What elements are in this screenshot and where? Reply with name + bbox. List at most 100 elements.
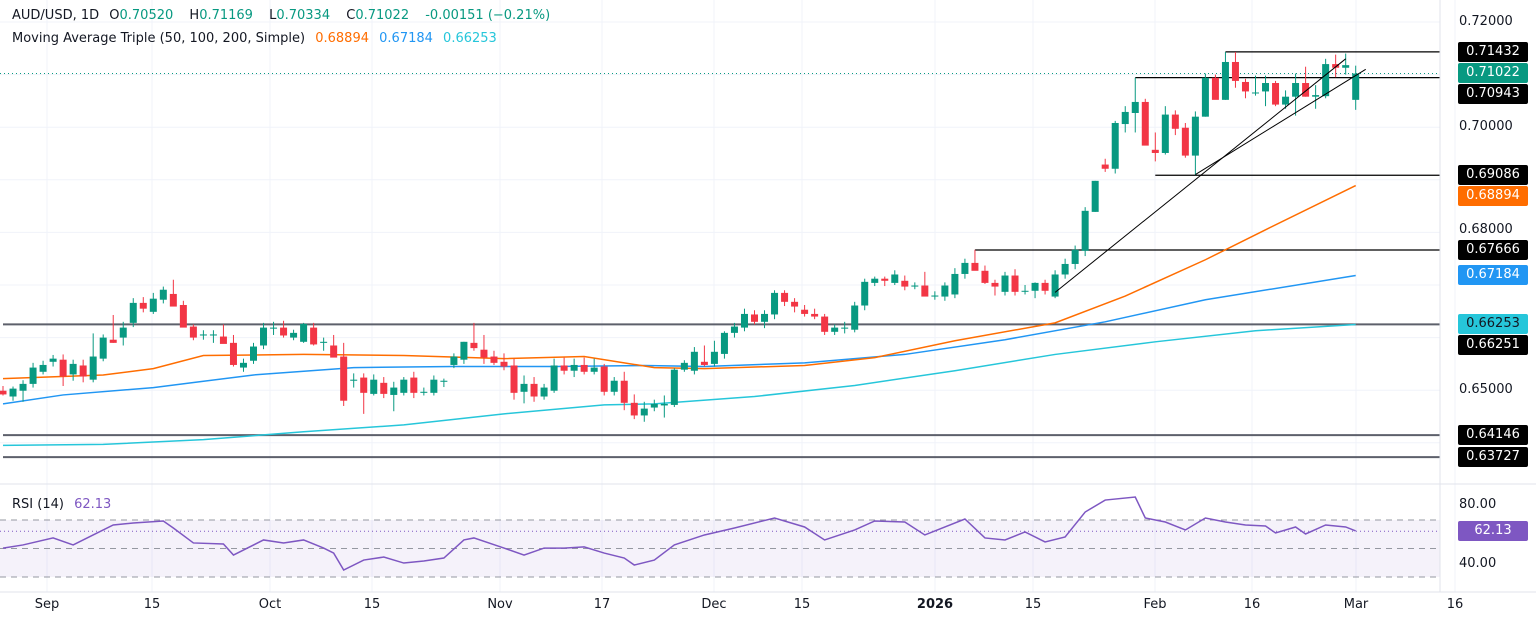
- low-label: L: [269, 8, 277, 23]
- high-value: 0.71169: [199, 8, 253, 23]
- candle-body: [460, 341, 468, 360]
- candle-body: [580, 364, 588, 372]
- candle-body: [831, 327, 839, 332]
- level-badge: 0.67666: [1458, 239, 1528, 260]
- candle-body: [610, 380, 618, 392]
- candle-body: [179, 304, 187, 328]
- candle-body: [881, 278, 889, 281]
- time-label: 15: [1024, 597, 1042, 612]
- level-badge: 0.70943: [1458, 84, 1528, 105]
- price-tick: 0.65000: [1459, 382, 1513, 397]
- rsi-tick: 80.00: [1459, 497, 1497, 512]
- time-label: 2026: [916, 597, 954, 612]
- candle-body: [1151, 149, 1159, 153]
- candle-body: [680, 362, 688, 370]
- last-price-badge: 0.71022: [1458, 63, 1528, 84]
- candle-body: [1121, 111, 1129, 125]
- candle-body: [420, 391, 428, 393]
- candle-body: [801, 309, 809, 314]
- candle-body: [189, 326, 197, 338]
- time-label: Feb: [1143, 597, 1167, 612]
- rsi-legend-title[interactable]: RSI (14): [12, 497, 64, 512]
- candle-body: [270, 327, 278, 329]
- candle-body: [1201, 77, 1209, 117]
- candle-body: [650, 403, 658, 408]
- candle-body: [450, 356, 458, 365]
- candle-body: [1221, 61, 1229, 100]
- candle-body: [630, 402, 638, 416]
- time-label: Dec: [701, 597, 727, 612]
- candle-body: [1312, 95, 1320, 97]
- candle-body: [951, 273, 959, 295]
- candle-body: [500, 361, 508, 367]
- rsi-badge: 62.13: [1458, 521, 1528, 542]
- candle-body: [19, 383, 27, 391]
- candle-body: [821, 316, 829, 332]
- candle-body: [1081, 210, 1089, 251]
- candle-body: [1001, 275, 1009, 292]
- candle-body: [209, 334, 217, 336]
- candle-body: [1161, 114, 1169, 153]
- candle-body: [440, 380, 448, 382]
- rsi-legend: RSI (14) 62.13: [12, 497, 117, 512]
- candle-body: [1332, 64, 1340, 68]
- candle-body: [199, 334, 207, 336]
- candle-body: [69, 363, 77, 375]
- open-value: 0.70520: [119, 8, 174, 23]
- candle-body: [0, 390, 7, 395]
- candle-body: [430, 379, 438, 393]
- candle-body: [1252, 92, 1259, 94]
- time-label: Mar: [1343, 597, 1369, 612]
- candle-body: [159, 289, 167, 300]
- close-label: C: [346, 8, 356, 23]
- candle-body: [89, 356, 97, 380]
- candle-body: [590, 367, 598, 372]
- close-value: 0.71022: [355, 8, 410, 23]
- candle-body: [1342, 65, 1350, 68]
- ma200-value: 0.66253: [443, 31, 497, 46]
- candle-body: [771, 292, 779, 315]
- ma-badge: 0.68894: [1458, 186, 1528, 207]
- candle-body: [1021, 290, 1029, 292]
- candle-body: [99, 337, 107, 359]
- low-value: 0.70334: [276, 8, 331, 23]
- time-label: Nov: [487, 597, 513, 612]
- ma-legend: Moving Average Triple (50, 100, 200, Sim…: [12, 31, 503, 46]
- candle-body: [1241, 81, 1249, 92]
- time-label: 16: [1446, 597, 1464, 612]
- candle-body: [59, 359, 67, 377]
- ma-legend-title[interactable]: Moving Average Triple (50, 100, 200, Sim…: [12, 31, 306, 46]
- candle-body: [570, 364, 578, 371]
- candle-body: [670, 369, 678, 405]
- candle-body: [169, 293, 177, 307]
- trendline: [1195, 68, 1366, 175]
- candle-body: [470, 342, 478, 349]
- candle-body: [310, 327, 318, 345]
- candle-body: [740, 313, 748, 328]
- candle-body: [490, 356, 498, 363]
- candle-body: [1181, 127, 1189, 156]
- price-tick: 0.70000: [1459, 119, 1513, 134]
- candle-body: [1211, 77, 1219, 100]
- candle-body: [530, 383, 538, 397]
- symbol-label[interactable]: AUD/USD, 1D: [12, 8, 100, 23]
- time-label: 15: [363, 597, 381, 612]
- candle-body: [941, 285, 949, 297]
- grid: [0, 0, 1456, 592]
- candle-body: [911, 285, 919, 287]
- candle-body: [720, 332, 728, 354]
- rsi-value: 62.13: [74, 497, 112, 512]
- level-badge: 0.69086: [1458, 165, 1528, 186]
- candle-body: [1041, 282, 1049, 291]
- candle-body: [781, 292, 789, 302]
- candle-body: [1302, 83, 1310, 97]
- candle-body: [710, 351, 718, 364]
- candle-body: [340, 356, 348, 401]
- candle-body: [961, 262, 969, 274]
- candle-body: [1101, 164, 1109, 169]
- candle-body: [660, 403, 668, 406]
- trendlines: [1054, 58, 1366, 293]
- level-badge: 0.63727: [1458, 447, 1528, 468]
- candle-body: [380, 382, 388, 394]
